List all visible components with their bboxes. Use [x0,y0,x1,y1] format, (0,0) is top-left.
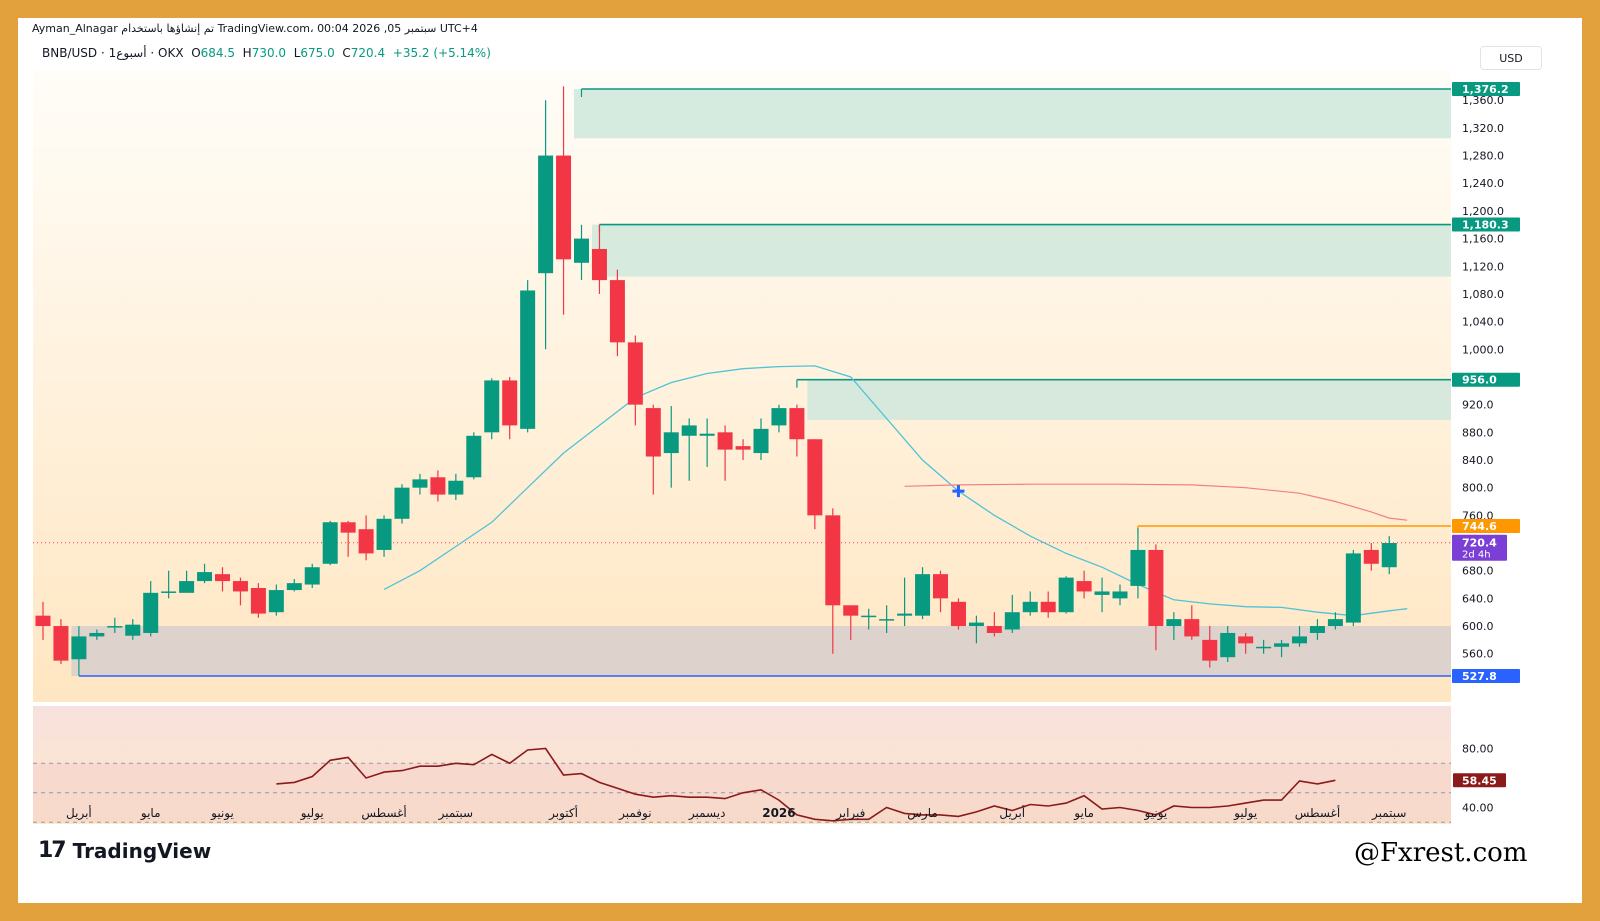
watermark: @Fxrest.com [1354,838,1528,868]
x-logo-icon [54,78,88,112]
tradingview-logo-icon: 17 [38,838,67,863]
low-label: L [293,46,301,60]
author-name: Ayman_Alnagar [32,22,118,35]
currency-button[interactable]: USD [1480,46,1542,70]
close-label: C [342,46,351,60]
close-value: 720.4 [350,46,386,60]
tradingview-brand: 17 TradingView [38,838,211,863]
low-value: 675.0 [300,46,335,60]
high-value: 730.0 [251,46,287,60]
brand-name: TradingView [72,838,212,863]
high-label: H [242,46,252,60]
change-value: +35.2 (+5.14%) [392,46,491,60]
symbol-name[interactable]: BNB/USD · 1أسبوع · OKX [42,46,184,60]
open-value: 684.5 [200,46,236,60]
symbol-info: BNB/USD · 1أسبوع · OKX O684.5 H730.0 L67… [42,46,491,60]
open-label: O [191,46,201,60]
published-text: تم إنشاؤها باستخدام TradingView.com، 00:… [121,22,478,35]
chart-header: Ayman_Alnagar تم إنشاؤها باستخدام Tradin… [32,22,478,35]
